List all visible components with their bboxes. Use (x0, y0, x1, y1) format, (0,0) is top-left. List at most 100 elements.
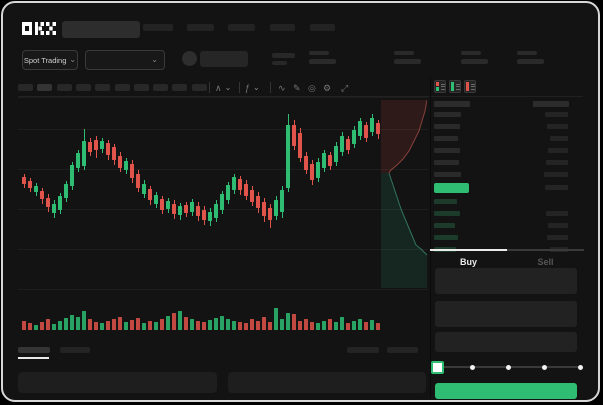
candle (250, 190, 254, 202)
timeframe-button-2[interactable] (37, 84, 53, 91)
ask-row-amount[interactable] (544, 172, 568, 177)
ask-row-price[interactable] (434, 112, 461, 117)
volume-bar (268, 322, 272, 330)
depth-overlay (381, 97, 428, 295)
volume-bar (256, 321, 260, 330)
candle (304, 156, 308, 170)
volume-bar (154, 322, 158, 330)
bid-row-price[interactable] (434, 235, 458, 240)
chart-bottom-tab-2[interactable] (60, 347, 90, 353)
volume-bar (172, 313, 176, 330)
candle (298, 133, 302, 158)
candle (94, 140, 98, 150)
chart-bottom-option-2[interactable] (387, 347, 418, 353)
candle (136, 174, 140, 188)
buy-submit-button[interactable] (435, 383, 577, 399)
slider-stop-25[interactable] (469, 364, 475, 370)
snapshot-tool-icon[interactable]: ◎ (308, 82, 316, 93)
candle (244, 184, 248, 196)
market-type-selector[interactable]: Spot Trading ⌄ (22, 50, 78, 70)
nav-item-5[interactable] (310, 24, 335, 31)
candle (256, 196, 260, 208)
volume-bar (232, 321, 236, 330)
draw-tool-icon[interactable]: ✎ (293, 82, 301, 93)
volume-bar (262, 317, 266, 330)
ask-row-price[interactable] (434, 160, 459, 165)
volume-bar (178, 311, 182, 330)
timeframe-button-9[interactable] (172, 84, 188, 91)
nav-item-2[interactable] (187, 24, 214, 31)
timeframe-button-5[interactable] (95, 84, 111, 91)
last-price-indicator[interactable] (434, 183, 469, 193)
chart-gridline (18, 97, 428, 98)
volume-bar (52, 324, 56, 330)
fullscreen-tool-icon[interactable]: ⤢ (341, 82, 349, 93)
bid-row-price[interactable] (434, 199, 457, 204)
timeframe-button-1[interactable] (18, 84, 33, 91)
bid-row-price[interactable] (434, 223, 455, 228)
ask-row-price[interactable] (434, 124, 460, 129)
nav-item-1[interactable] (143, 24, 173, 31)
volume-bar (352, 321, 356, 330)
chart-bottom-tab-1[interactable] (18, 347, 50, 353)
chart-bottom-option-1[interactable] (347, 347, 379, 353)
nav-item-3[interactable] (228, 24, 255, 31)
candle (190, 202, 194, 212)
ask-row-price[interactable] (434, 172, 461, 177)
slider-stop-75[interactable] (541, 364, 547, 370)
coin-avatar[interactable] (182, 51, 197, 66)
candle (280, 190, 284, 212)
ask-row-amount[interactable] (550, 136, 568, 141)
settings-tool-icon[interactable]: ⚙ (323, 82, 332, 93)
ask-row-price[interactable] (434, 148, 460, 153)
volume-bar (40, 322, 44, 330)
stat-value-skeleton-4 (517, 59, 544, 64)
indicators-icon[interactable]: ƒ ⌄ (245, 83, 260, 93)
order-form-field-2[interactable] (435, 301, 577, 327)
slider-stop-50[interactable] (505, 364, 511, 370)
chart-type-icon[interactable]: ∧ ⌄ (215, 82, 232, 93)
ask-row-amount[interactable] (547, 124, 568, 129)
slider-stop-100[interactable] (577, 364, 583, 370)
pair-selector-dropdown[interactable]: ⌄ (85, 50, 165, 70)
ask-row-amount[interactable] (548, 148, 568, 153)
volume-bar (70, 315, 74, 330)
tab-buy[interactable]: Buy (430, 249, 507, 273)
line-tool-icon[interactable]: ∿ (278, 82, 286, 93)
candle (160, 199, 164, 210)
order-form-field-1[interactable] (435, 268, 577, 294)
volume-bar (142, 323, 146, 330)
volume-bar (166, 316, 170, 330)
okx-logo[interactable] (22, 22, 56, 40)
amount-slider-handle[interactable] (431, 361, 444, 374)
book-asks-only-icon[interactable] (464, 80, 476, 93)
timeframe-button-4[interactable] (75, 84, 91, 91)
book-combined-icon[interactable] (434, 80, 446, 93)
candle (262, 202, 266, 216)
bid-row-amount[interactable] (546, 211, 568, 216)
bid-row-amount[interactable] (548, 223, 568, 228)
ask-row-amount[interactable] (546, 160, 568, 165)
chart-gridline (18, 169, 428, 170)
candle (286, 125, 290, 188)
volume-bar (226, 319, 230, 330)
timeframe-button-7[interactable] (133, 84, 149, 91)
stat-label-skeleton-2 (394, 51, 414, 55)
timeframe-button-6[interactable] (114, 84, 130, 91)
timeframe-button-8[interactable] (153, 84, 169, 91)
ask-row-price[interactable] (434, 136, 458, 141)
volume-bar (106, 321, 110, 330)
search-box[interactable] (62, 21, 140, 38)
nav-item-4[interactable] (270, 24, 295, 31)
volume-bar (244, 323, 248, 330)
bid-row-amount[interactable] (547, 235, 568, 240)
candle (172, 204, 176, 214)
candle (238, 179, 242, 190)
bid-row-price[interactable] (434, 211, 460, 216)
order-form-field-3[interactable] (435, 332, 577, 352)
ask-row-amount[interactable] (545, 112, 568, 117)
timeframe-button-10[interactable] (191, 84, 207, 91)
book-bids-only-icon[interactable] (449, 80, 461, 93)
timeframe-button-3[interactable] (56, 84, 72, 91)
tab-sell[interactable]: Sell (507, 249, 584, 273)
